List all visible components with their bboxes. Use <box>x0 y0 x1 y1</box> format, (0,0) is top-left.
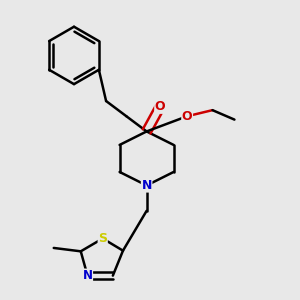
Text: N: N <box>82 269 92 282</box>
Text: N: N <box>141 179 152 192</box>
Text: O: O <box>155 100 165 113</box>
Text: S: S <box>98 232 107 245</box>
Text: O: O <box>182 110 193 123</box>
